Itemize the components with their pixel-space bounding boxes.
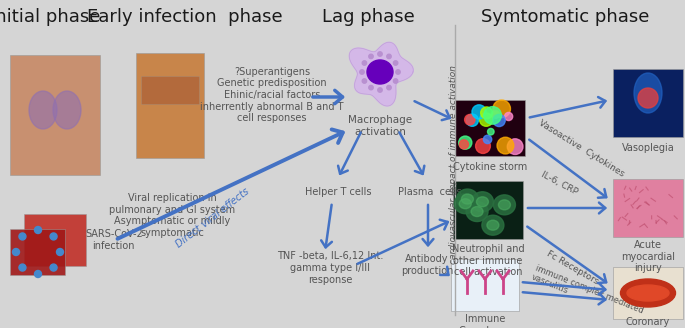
FancyBboxPatch shape xyxy=(10,55,100,175)
FancyBboxPatch shape xyxy=(613,179,683,237)
Circle shape xyxy=(508,139,523,154)
Circle shape xyxy=(387,54,391,59)
Ellipse shape xyxy=(466,201,488,221)
Text: ?Superantigens
Genetic predisposition
Ehinic/racial factors
inherrently abnormal: ?Superantigens Genetic predisposition Eh… xyxy=(200,67,344,123)
Circle shape xyxy=(493,100,510,118)
Circle shape xyxy=(50,264,57,271)
Ellipse shape xyxy=(634,73,662,113)
Ellipse shape xyxy=(499,200,510,210)
Ellipse shape xyxy=(627,285,669,301)
Circle shape xyxy=(493,112,499,118)
Circle shape xyxy=(56,249,64,256)
Text: Plasma  cells: Plasma cells xyxy=(398,187,462,197)
Circle shape xyxy=(459,136,472,149)
Circle shape xyxy=(497,137,514,154)
Circle shape xyxy=(387,85,391,90)
Text: Acute
myocardial
injury: Acute myocardial injury xyxy=(621,240,675,273)
Text: Immune
Complexes: Immune Complexes xyxy=(458,314,512,328)
Text: Vasoplegia: Vasoplegia xyxy=(621,143,674,153)
Circle shape xyxy=(362,61,366,65)
FancyBboxPatch shape xyxy=(453,181,523,239)
Text: Direct viral effects: Direct viral effects xyxy=(175,186,251,250)
Circle shape xyxy=(378,88,382,92)
Circle shape xyxy=(484,107,501,124)
Ellipse shape xyxy=(487,220,499,230)
Text: Macrophage
activation: Macrophage activation xyxy=(348,115,412,136)
Text: Fc Receptors: Fc Receptors xyxy=(545,250,600,286)
Circle shape xyxy=(34,271,42,277)
Text: Initial phase: Initial phase xyxy=(0,8,100,26)
Text: SARS-CoV-2
infection: SARS-CoV-2 infection xyxy=(85,229,142,251)
Ellipse shape xyxy=(53,91,81,129)
Text: Symtomatic phase: Symtomatic phase xyxy=(481,8,649,26)
Circle shape xyxy=(396,70,400,74)
Circle shape xyxy=(466,114,478,126)
Ellipse shape xyxy=(477,197,488,207)
Text: IL-6, CRP: IL-6, CRP xyxy=(540,170,580,196)
Ellipse shape xyxy=(456,189,478,209)
Circle shape xyxy=(369,54,373,59)
Text: Antibody
production: Antibody production xyxy=(401,254,453,276)
Circle shape xyxy=(393,61,398,65)
Circle shape xyxy=(464,114,475,125)
Text: Viral replication in
pulmonary and GI system
Asymptomatic or mildly
symptomatic: Viral replication in pulmonary and GI sy… xyxy=(109,193,235,238)
Circle shape xyxy=(19,264,26,271)
FancyBboxPatch shape xyxy=(136,52,204,157)
Ellipse shape xyxy=(471,192,493,212)
Circle shape xyxy=(360,70,364,74)
FancyBboxPatch shape xyxy=(613,267,683,319)
Circle shape xyxy=(484,135,492,144)
Circle shape xyxy=(479,113,493,126)
Ellipse shape xyxy=(471,207,483,216)
Polygon shape xyxy=(349,42,413,106)
Ellipse shape xyxy=(454,194,476,214)
Circle shape xyxy=(488,129,494,135)
Circle shape xyxy=(475,139,490,154)
Circle shape xyxy=(378,52,382,56)
Text: Lag phase: Lag phase xyxy=(322,8,414,26)
Ellipse shape xyxy=(621,279,675,307)
Text: cardiovascular Impact of immune activation: cardiovascular Impact of immune activati… xyxy=(449,65,458,263)
Text: Vasoactive  Cytokines: Vasoactive Cytokines xyxy=(537,118,626,178)
FancyBboxPatch shape xyxy=(455,100,525,156)
Text: immune complex mediated
vasculitis: immune complex mediated vasculitis xyxy=(530,263,645,325)
FancyBboxPatch shape xyxy=(451,259,519,311)
Circle shape xyxy=(505,113,512,121)
Text: Coronary
aneurysm: Coronary aneurysm xyxy=(623,317,673,328)
FancyBboxPatch shape xyxy=(141,76,199,104)
Ellipse shape xyxy=(367,60,393,84)
Text: TNF -beta, IL-6,12 Int.
gamma type I/III
response: TNF -beta, IL-6,12 Int. gamma type I/III… xyxy=(277,251,383,285)
Ellipse shape xyxy=(29,91,57,129)
Ellipse shape xyxy=(482,215,504,235)
Circle shape xyxy=(638,88,658,108)
Circle shape xyxy=(34,227,42,234)
Circle shape xyxy=(12,249,19,256)
Circle shape xyxy=(50,233,57,240)
FancyBboxPatch shape xyxy=(613,69,683,137)
FancyBboxPatch shape xyxy=(24,214,86,266)
Ellipse shape xyxy=(493,195,515,215)
Text: Neutrophil and
other immune
cell activation: Neutrophil and other immune cell activat… xyxy=(451,244,524,277)
Ellipse shape xyxy=(459,199,471,209)
Circle shape xyxy=(493,114,506,127)
Text: Helper T cells: Helper T cells xyxy=(305,187,371,197)
Text: Cytokine storm: Cytokine storm xyxy=(453,162,527,172)
Ellipse shape xyxy=(462,194,473,204)
Circle shape xyxy=(362,79,366,83)
Circle shape xyxy=(393,79,398,83)
FancyBboxPatch shape xyxy=(10,229,66,275)
Text: Early infection  phase: Early infection phase xyxy=(87,8,283,26)
Circle shape xyxy=(19,233,26,240)
Circle shape xyxy=(472,105,486,119)
Circle shape xyxy=(481,107,493,119)
Circle shape xyxy=(492,110,499,118)
Circle shape xyxy=(369,85,373,90)
Circle shape xyxy=(460,140,469,149)
